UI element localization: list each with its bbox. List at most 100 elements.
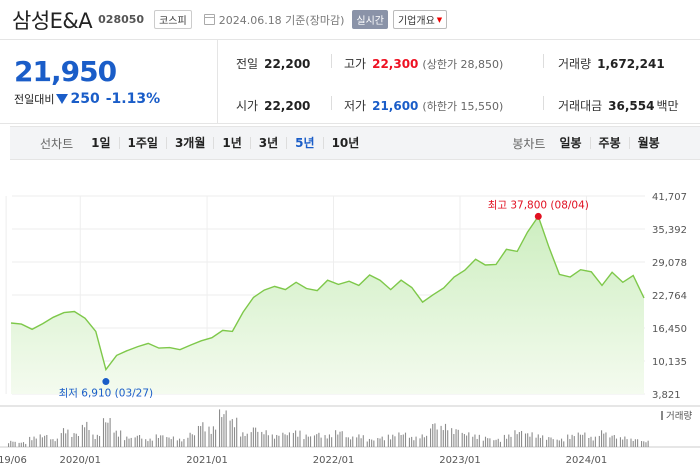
volume-bar xyxy=(402,434,404,447)
volume-bar xyxy=(75,433,77,447)
tab-10y[interactable]: 10년 xyxy=(322,137,368,149)
volume-bar xyxy=(126,436,128,447)
volume-bar xyxy=(120,430,122,447)
y-tick-label: 41,707 xyxy=(652,192,687,203)
x-tick-label: 2019/06 xyxy=(0,455,27,466)
volume-bar xyxy=(626,439,628,447)
volume-bar xyxy=(537,434,539,447)
volume-bar xyxy=(590,436,592,447)
stat-value: 21,600 xyxy=(372,99,419,113)
tab-1y[interactable]: 1년 xyxy=(213,137,249,149)
stat-value: 1,672,241 xyxy=(597,57,665,71)
volume-bar xyxy=(189,432,191,447)
volume-bar xyxy=(145,439,147,447)
volume-bar xyxy=(99,436,101,447)
volume-bar xyxy=(457,429,459,447)
price-chart[interactable]: 41,707 35,392 29,078 22,764 16,450 10,135 3,82… xyxy=(0,160,700,475)
tab-3y[interactable]: 3년 xyxy=(249,137,286,149)
stat-trade-amount: 거래대금 36,554 백만 xyxy=(558,97,679,114)
volume-bar xyxy=(41,437,43,447)
calendar-icon xyxy=(203,14,215,25)
tab-daily-candle[interactable]: 일봉 xyxy=(559,136,582,150)
volume-bar xyxy=(297,436,299,447)
volume-bar xyxy=(558,440,560,447)
stat-prev-close: 전일 22,200 xyxy=(236,55,310,72)
volume-bar xyxy=(109,418,111,447)
volume-bar xyxy=(73,433,75,447)
volume-bar xyxy=(56,438,58,447)
change-label: 전일대비 xyxy=(14,93,55,106)
tab-3m[interactable]: 3개월 xyxy=(165,137,213,149)
volume-bar xyxy=(210,433,212,447)
volume-bar xyxy=(219,409,221,447)
volume-bar xyxy=(584,432,586,447)
volume-bar xyxy=(347,437,349,447)
volume-bar xyxy=(563,441,565,447)
company-overview-button[interactable]: 기업개요 ▼ xyxy=(392,10,448,29)
price-stats: 전일 22,200 고가 22,300 (상한가 28,850) 거래량 1,6… xyxy=(218,40,700,124)
divider xyxy=(543,96,544,110)
volume-bar xyxy=(487,438,489,447)
volume-bar xyxy=(345,437,347,447)
volume-bar xyxy=(136,435,138,447)
volume-bar xyxy=(619,437,621,447)
volume-bar xyxy=(356,437,358,447)
volume-bar xyxy=(35,438,37,447)
volume-bar xyxy=(244,436,246,447)
volume-bar xyxy=(67,429,69,447)
min-annotation: 최저 6,910 (03/27) xyxy=(59,388,154,400)
price-area xyxy=(11,216,644,394)
volume-bar xyxy=(151,440,153,447)
volume-bar xyxy=(548,437,550,447)
volume-bar xyxy=(202,422,204,447)
volume-bar xyxy=(466,435,468,447)
tab-5y[interactable]: 5년 xyxy=(286,137,322,149)
y-tick-label: 35,392 xyxy=(652,225,687,236)
volume-bar xyxy=(18,442,20,447)
volume-bar xyxy=(461,432,463,447)
stock-header: 삼성E&A 028050 코스피 2024.06.18 기준(장마감) 실시간 … xyxy=(0,0,700,40)
volume-bar xyxy=(139,435,141,447)
volume-bar xyxy=(506,438,508,447)
volume-bar xyxy=(115,430,117,447)
volume-bar xyxy=(582,434,584,447)
volume-bar xyxy=(225,410,227,447)
volume-bar xyxy=(603,433,605,447)
realtime-button[interactable]: 실시간 xyxy=(352,10,388,29)
divider xyxy=(331,96,332,110)
volume-bar xyxy=(645,442,647,447)
volume-bar xyxy=(141,438,143,447)
tab-1w[interactable]: 1주일 xyxy=(118,137,166,149)
volume-bar xyxy=(204,431,206,447)
volume-bar xyxy=(8,443,10,447)
volume-bar xyxy=(20,442,22,447)
down-arrow-icon xyxy=(56,94,69,104)
volume-bar xyxy=(561,438,563,447)
volume-bar xyxy=(463,434,465,447)
volume-bar xyxy=(472,436,474,447)
tab-monthly-candle[interactable]: 월봉 xyxy=(628,137,668,149)
volume-bar xyxy=(282,432,284,447)
volume-bar xyxy=(495,439,497,447)
volume-bar xyxy=(360,438,362,447)
volume-bar xyxy=(44,435,46,447)
change-percent: -1.13% xyxy=(105,91,161,107)
volume-bar xyxy=(383,440,385,447)
current-price-block: 21,950 전일대비 250 -1.13% xyxy=(0,40,218,124)
volume-bar xyxy=(368,438,370,447)
volume-bar xyxy=(299,430,301,447)
volume-bar xyxy=(326,438,328,447)
volume-bar xyxy=(331,437,333,447)
tab-weekly-candle[interactable]: 주봉 xyxy=(589,137,629,149)
volume-bar xyxy=(579,434,581,447)
volume-bar xyxy=(252,427,254,447)
tab-1d[interactable]: 1일 xyxy=(91,136,111,150)
volume-bar xyxy=(134,437,136,447)
volume-bar xyxy=(455,429,457,447)
volume-bar xyxy=(257,431,259,447)
volume-bar xyxy=(373,440,375,447)
volume-bar xyxy=(179,438,181,447)
volume-bar xyxy=(124,440,126,447)
volume-bar xyxy=(426,435,428,447)
volume-bar xyxy=(310,436,312,447)
